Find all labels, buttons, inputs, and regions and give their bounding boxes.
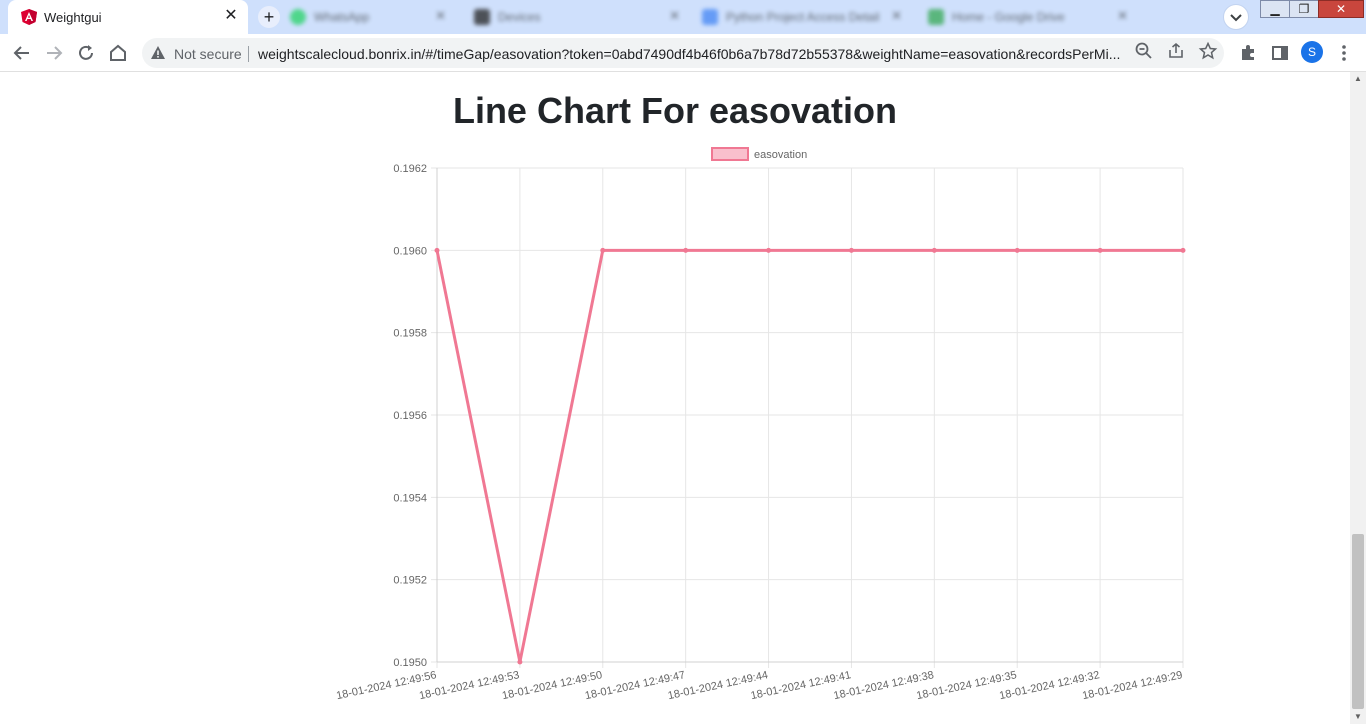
scroll-up-arrow-icon[interactable]: ▲	[1354, 74, 1362, 83]
restore-icon: ❐	[1298, 2, 1310, 16]
reload-button[interactable]	[74, 41, 98, 65]
devices-icon	[474, 9, 490, 25]
data-point	[1180, 247, 1186, 253]
reload-icon	[79, 45, 93, 60]
data-point	[848, 247, 854, 253]
close-tab-icon[interactable]: ✕	[669, 8, 680, 23]
minimize-icon: ▁	[1270, 2, 1280, 16]
minimize-button[interactable]: ▁	[1260, 0, 1290, 18]
tab-devices[interactable]: Devices ✕	[468, 0, 688, 34]
close-tab-icon[interactable]: ✕	[224, 7, 238, 24]
angular-logo-icon	[21, 9, 37, 25]
whatsapp-icon	[290, 9, 306, 25]
scroll-down-arrow-icon[interactable]: ▼	[1354, 712, 1362, 721]
y-tick-label: 0.1954	[393, 492, 427, 504]
side-panel-button[interactable]	[1268, 41, 1292, 65]
legend-swatch	[711, 147, 749, 161]
more-vertical-icon	[1342, 45, 1346, 61]
tab-weightgui[interactable]: Weightgui ✕	[8, 0, 248, 34]
y-tick-label: 0.1958	[393, 328, 427, 340]
address-divider	[248, 46, 249, 62]
side-panel-icon	[1272, 46, 1288, 60]
data-point	[766, 247, 772, 253]
line-chart: 0.1962 0.1960 0.1958 0.1956 0.1954 0.1952 0.19…	[335, 147, 1186, 702]
close-tab-icon[interactable]: ✕	[1117, 8, 1128, 23]
menu-button[interactable]	[1332, 41, 1356, 65]
data-point	[600, 247, 606, 253]
y-tick-label: 0.1962	[393, 163, 427, 175]
chevron-down-icon	[1230, 14, 1242, 22]
forward-button[interactable]	[42, 41, 66, 65]
close-icon: ✕	[1335, 2, 1347, 16]
maximize-button[interactable]: ❐	[1289, 0, 1319, 18]
tab-search-button[interactable]	[1223, 4, 1249, 30]
tab-strip: Weightgui ✕ + WhatsApp ✕ Devices ✕ Pytho…	[0, 0, 1366, 34]
close-tab-icon[interactable]: ✕	[435, 8, 446, 23]
google-drive-icon	[928, 9, 944, 25]
scroll-thumb[interactable]	[1352, 534, 1364, 709]
zoom-out-icon	[1135, 42, 1152, 59]
arrow-left-icon	[13, 46, 29, 60]
browser-toolbar: Not secure weightscalecloud.bonrix.in/#/…	[0, 34, 1366, 72]
warning-icon	[151, 46, 165, 59]
page-content: Line Chart For easovation 0.1962 0.1960 0.…	[0, 72, 1350, 724]
chart-title: Line Chart For easovation	[452, 90, 898, 131]
y-tick-label: 0.1952	[393, 575, 427, 587]
google-docs-icon	[702, 9, 718, 25]
y-tick-label: 0.1956	[393, 410, 427, 422]
tab-whatsapp[interactable]: WhatsApp ✕	[284, 0, 454, 34]
bookmark-button[interactable]	[1196, 41, 1220, 65]
profile-avatar[interactable]: S	[1301, 41, 1323, 63]
data-point	[517, 659, 523, 665]
data-point	[931, 247, 937, 253]
share-icon	[1169, 42, 1183, 58]
data-point	[1014, 247, 1020, 253]
close-tab-icon[interactable]: ✕	[891, 8, 902, 23]
tab-google-drive[interactable]: Home - Google Drive ✕	[922, 0, 1136, 34]
zoom-button[interactable]	[1132, 41, 1156, 65]
puzzle-icon	[1242, 45, 1254, 60]
tab-title: Weightgui	[44, 10, 102, 25]
extensions-button[interactable]	[1236, 41, 1260, 65]
address-bar[interactable]: Not secure weightscalecloud.bonrix.in/#/…	[142, 38, 1224, 68]
vertical-scrollbar[interactable]: ▲ ▼	[1350, 72, 1366, 724]
url-text[interactable]: weightscalecloud.bonrix.in/#/timeGap/eas…	[258, 46, 1121, 62]
star-icon	[1198, 41, 1218, 60]
data-point	[683, 247, 689, 253]
back-button[interactable]	[10, 41, 34, 65]
share-button[interactable]	[1164, 41, 1188, 65]
home-button[interactable]	[106, 41, 130, 65]
close-window-button[interactable]: ✕	[1318, 0, 1364, 18]
tab-python-project[interactable]: Python Project Access Detail ✕	[696, 0, 910, 34]
series-line-easovation	[435, 248, 1183, 663]
legend-label: easovation	[754, 149, 807, 161]
y-tick-label: 0.1960	[393, 245, 427, 257]
data-point	[1097, 247, 1103, 253]
home-icon	[110, 44, 126, 61]
security-label[interactable]: Not secure	[174, 46, 242, 62]
y-tick-label: 0.1950	[393, 657, 427, 669]
arrow-right-icon	[47, 46, 63, 60]
new-tab-button[interactable]: +	[258, 6, 280, 28]
data-point	[434, 247, 440, 253]
